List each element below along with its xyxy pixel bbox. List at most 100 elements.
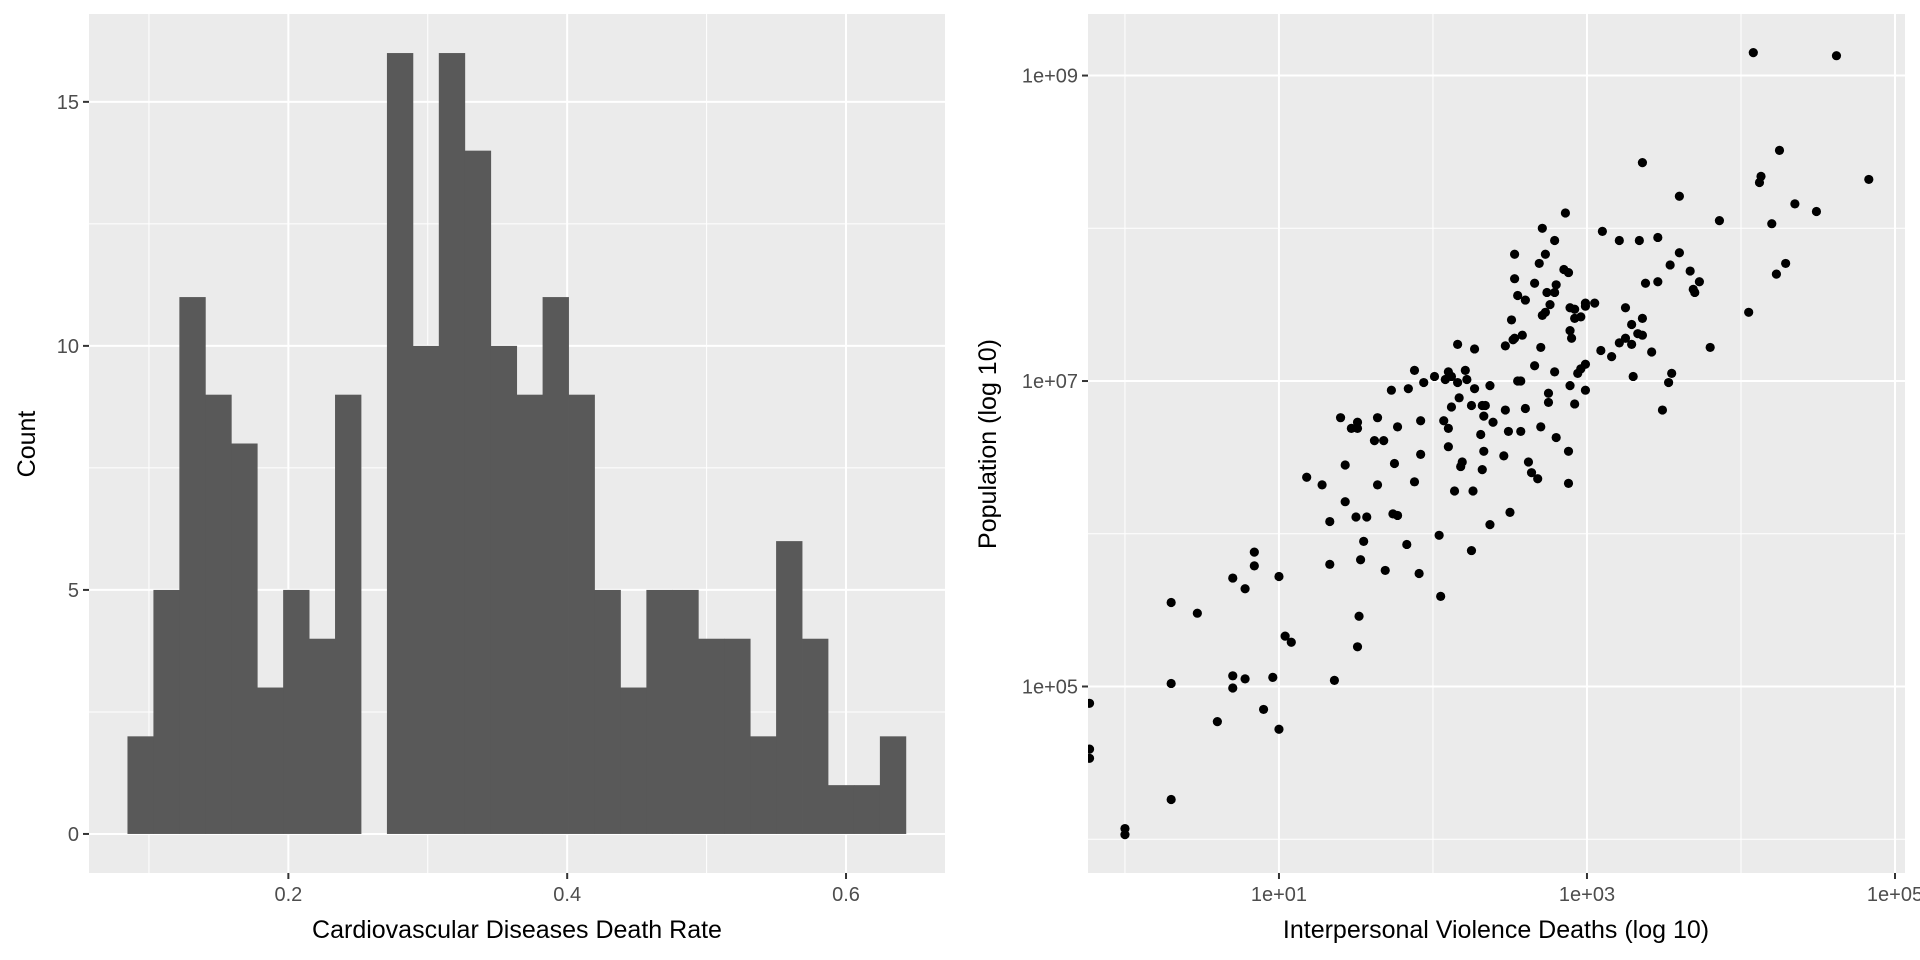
histogram-bar (205, 394, 232, 834)
scatter-point (1500, 405, 1510, 415)
histogram-bar (283, 589, 310, 834)
scatter-point (1576, 312, 1586, 322)
scatter-point (1566, 333, 1577, 343)
scatter-point (1771, 269, 1782, 279)
scatter-point (1466, 400, 1477, 411)
scatter-point (1505, 507, 1515, 517)
scatter-point (1628, 371, 1638, 382)
scatter-point (1460, 365, 1470, 375)
scatter-point (1477, 465, 1487, 475)
scatter-point (1088, 744, 1095, 754)
scatter-point (1509, 333, 1520, 343)
scatter-point (1340, 497, 1350, 507)
scatter-point (1550, 367, 1560, 377)
scatter-point (1088, 753, 1095, 763)
scatter-point (1419, 377, 1429, 388)
scatter-point (1536, 342, 1546, 353)
scatter-point (1748, 48, 1758, 58)
histogram-bar (620, 687, 647, 834)
scatter-point (1469, 384, 1480, 394)
x-tick-1e+05: 1e+05 (1867, 873, 1920, 906)
histogram-bar (776, 541, 803, 834)
scatter-point (1530, 278, 1540, 288)
scatter-panel: 1e+05 1e+07 1e+09 1e+01 1e+03 1e+05 Inte… (974, 14, 1920, 944)
histogram-bar (309, 638, 336, 834)
scatter-point (1534, 258, 1544, 269)
y-tick-1e+05: 1e+05 (1022, 677, 1088, 699)
scatter-point (1550, 287, 1560, 298)
scatter-point (1392, 510, 1403, 521)
scatter-point (1446, 402, 1457, 412)
scatter-point (1570, 399, 1580, 409)
scatter-point (1212, 717, 1222, 727)
scatter-point (1551, 432, 1561, 443)
scatter-point (1640, 278, 1651, 288)
scatter-gridlines (1088, 14, 1905, 873)
scatter-point (1480, 400, 1490, 411)
scatter-point (1714, 216, 1725, 226)
scatter-point (1351, 512, 1361, 522)
histogram-bar (153, 589, 180, 834)
scatter-y-axis-title: Population (log 10) (974, 339, 1002, 549)
scatter-point (1453, 377, 1463, 388)
scatter-point (1088, 698, 1095, 708)
scatter-point (1317, 480, 1327, 490)
scatter-point (1240, 584, 1250, 594)
scatter-point (1563, 267, 1574, 278)
scatter-point (1665, 260, 1675, 270)
histogram-x-axis-title: Cardiovascular Diseases Death Rate (312, 916, 722, 944)
scatter-point (1756, 171, 1766, 181)
scatter-x-axis-title: Interpersonal Violence Deaths (log 10) (1283, 916, 1709, 944)
scatter-point (1774, 145, 1785, 155)
scatter-point (1520, 403, 1530, 414)
histogram-bar (412, 345, 440, 834)
scatter-point (1597, 226, 1607, 236)
histogram-bar (257, 687, 284, 834)
scatter-point (1647, 347, 1657, 357)
scatter-point (1485, 520, 1495, 530)
scatter-point (1469, 344, 1480, 354)
scatter-point (1453, 339, 1463, 349)
scatter-point (1166, 678, 1176, 689)
scatter-point (1228, 671, 1238, 681)
scatter-point (1637, 330, 1648, 340)
scatter-point (1543, 397, 1554, 408)
scatter-point (1249, 547, 1259, 557)
scatter-point (1409, 477, 1420, 487)
scatter-point (1443, 423, 1453, 433)
scatter-point (1479, 446, 1489, 456)
histogram-bar (750, 736, 777, 834)
y-tick-label: 1e+05 (1022, 677, 1078, 699)
scatter-point (1533, 474, 1543, 484)
scatter-point (1509, 249, 1520, 259)
scatter-point (1228, 573, 1238, 583)
scatter-point (1466, 545, 1477, 556)
scatter-point (1637, 313, 1648, 324)
scatter-point (1540, 307, 1550, 317)
scatter-point (1439, 416, 1449, 426)
scatter-point (1389, 458, 1400, 469)
y-tick-1e+07: 1e+07 (1022, 371, 1088, 393)
scatter-point (1192, 608, 1202, 618)
scatter-point (1620, 333, 1631, 343)
scatter-point (1705, 342, 1715, 353)
scatter-point (1657, 405, 1668, 415)
scatter-point (1429, 371, 1440, 382)
scatter-point (1274, 571, 1284, 582)
scatter-point (1476, 429, 1486, 440)
scatter-point (1386, 385, 1396, 395)
histogram-panel: 0 5 10 15 0.2 0.4 0.6 Cardiovascular Dis… (13, 14, 945, 944)
scatter-point (1503, 426, 1514, 437)
scatter-point (1517, 330, 1527, 340)
scatter-point (1166, 597, 1176, 608)
scatter-point (1543, 388, 1554, 398)
scatter-point (1362, 512, 1372, 522)
scatter-point (1674, 191, 1684, 201)
scatter-points (1088, 48, 1874, 840)
scatter-point (1667, 368, 1677, 378)
scatter-point (1653, 232, 1663, 243)
scatter-point (1268, 672, 1278, 682)
scatter-point (1258, 704, 1269, 715)
scatter-point (1565, 326, 1575, 336)
